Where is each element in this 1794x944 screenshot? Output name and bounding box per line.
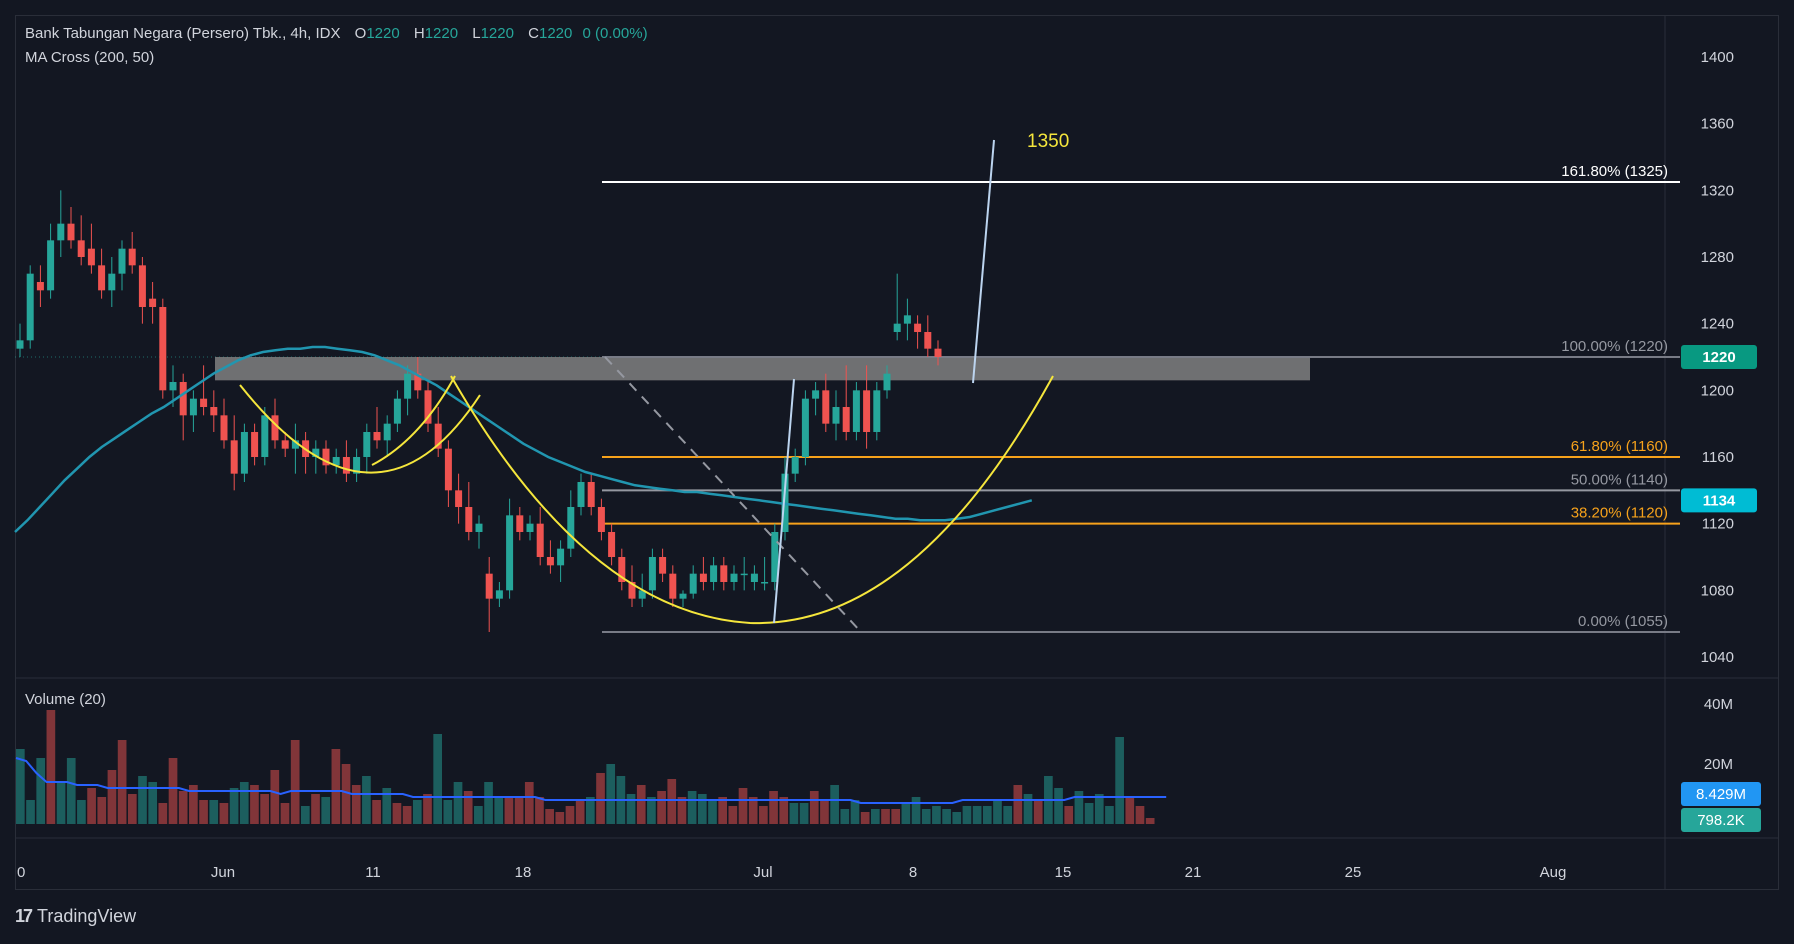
chart-panel[interactable]: Bank Tabungan Negara (Persero) Tbk., 4h,… <box>15 15 1779 890</box>
indicator-legend[interactable]: MA Cross (200, 50) <box>25 49 155 66</box>
open-value: 1220 <box>366 25 400 42</box>
tradingview-logo-icon: 17 <box>15 906 33 926</box>
close-label: C <box>528 25 539 42</box>
symbol-title: Bank Tabungan Negara (Persero) Tbk., 4h,… <box>25 25 341 42</box>
high-value: 1220 <box>424 25 459 42</box>
brand-name: TradingView <box>37 906 137 926</box>
change-value: 0 (0.00%) <box>582 25 648 42</box>
low-value: 1220 <box>480 25 514 42</box>
low-label: L <box>472 25 481 42</box>
tradingview-brand[interactable]: 17 TradingView <box>15 906 136 927</box>
symbol-legend: Bank Tabungan Negara (Persero) Tbk., 4h,… <box>25 24 648 44</box>
open-label: O <box>354 25 367 42</box>
volume-legend[interactable]: Volume (20) <box>25 691 106 708</box>
high-label: H <box>413 25 425 42</box>
close-value: 1220 <box>538 25 573 42</box>
